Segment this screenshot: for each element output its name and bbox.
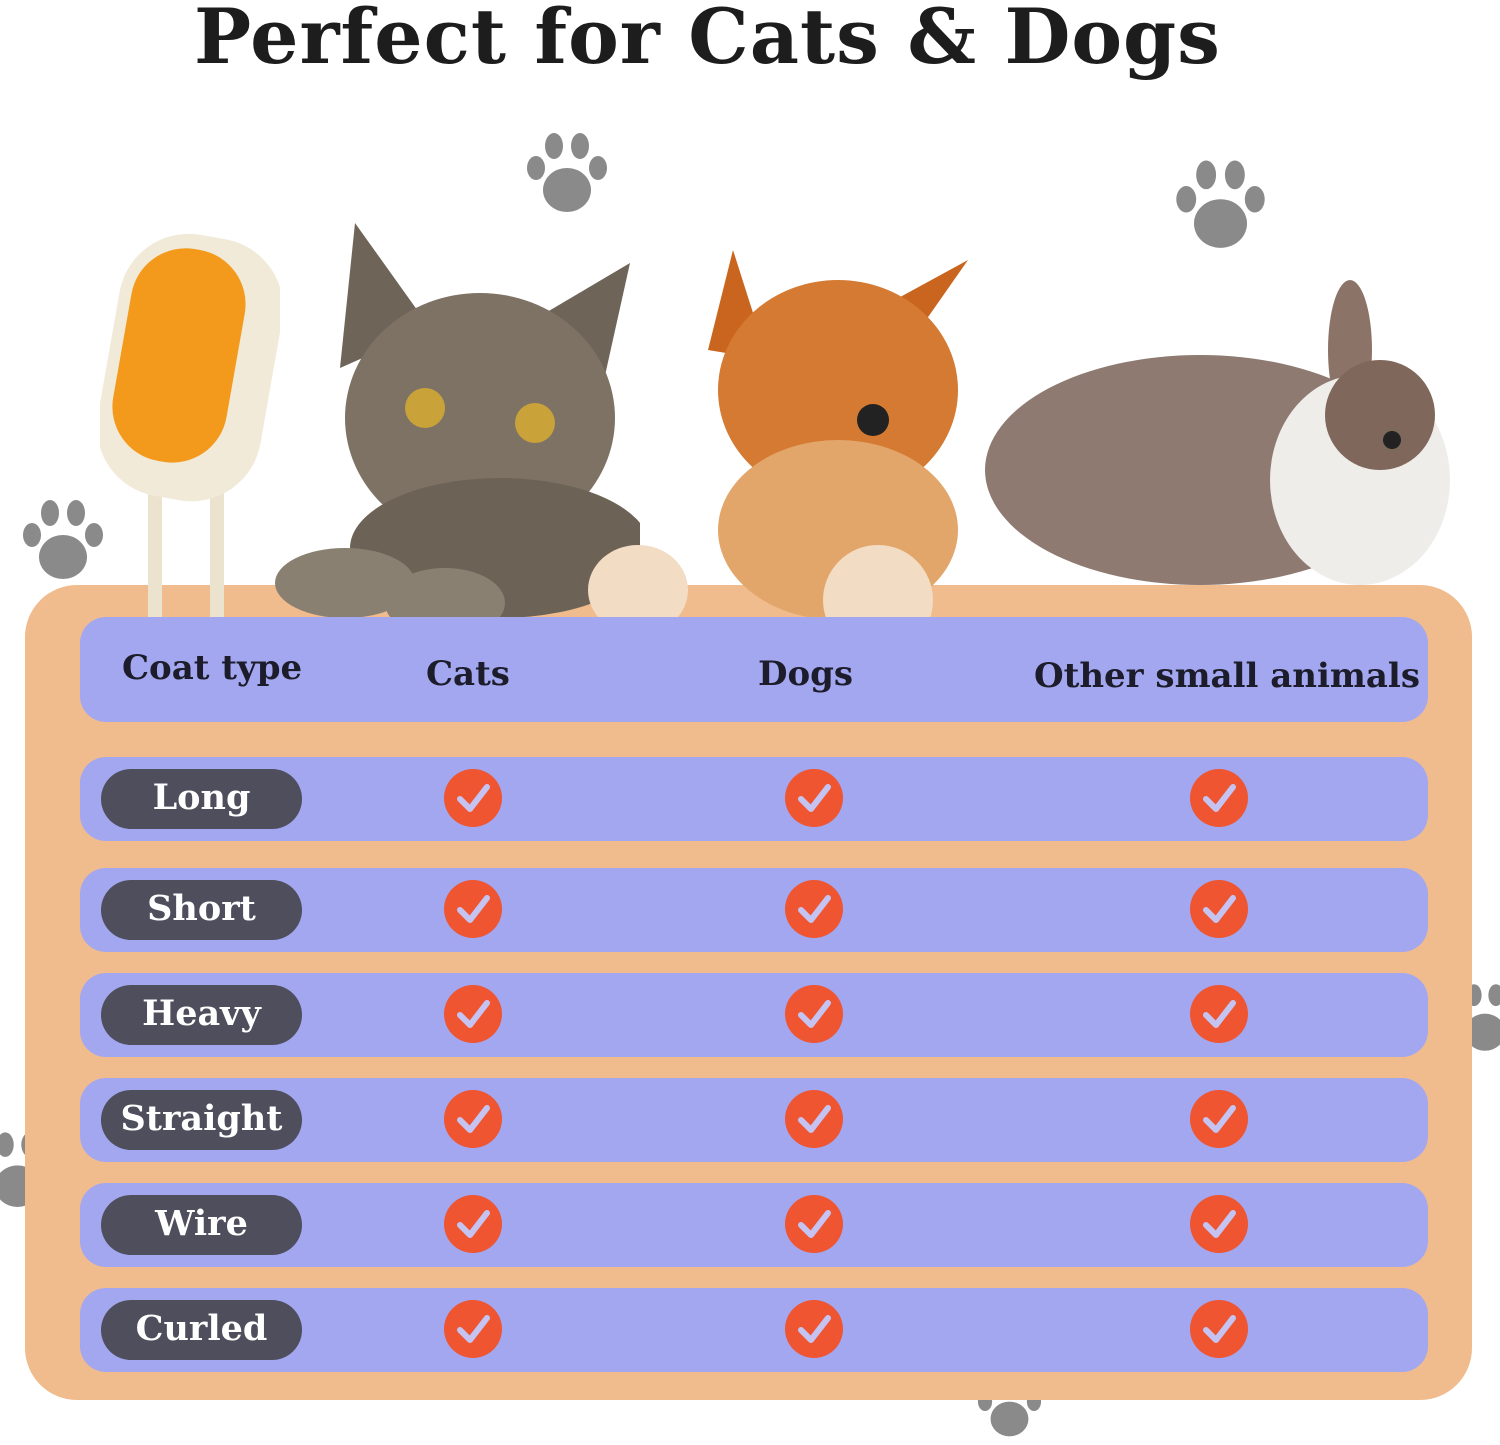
check-circle-icon bbox=[785, 1090, 843, 1148]
header-dogs: Dogs bbox=[758, 654, 854, 694]
paw-print-icon bbox=[1176, 160, 1265, 248]
coat-type-label: Heavy bbox=[101, 985, 302, 1045]
page-title: Perfect for Cats & Dogs bbox=[194, 0, 1221, 81]
check-circle-icon bbox=[444, 1195, 502, 1253]
check-circle-icon bbox=[1190, 880, 1248, 938]
header-cats: Cats bbox=[426, 654, 510, 694]
check-circle-icon bbox=[1190, 1300, 1248, 1358]
check-circle-icon bbox=[1190, 1090, 1248, 1148]
check-circle-icon bbox=[785, 880, 843, 938]
check-circle-icon bbox=[785, 985, 843, 1043]
check-circle-icon bbox=[1190, 1195, 1248, 1253]
check-circle-icon bbox=[785, 1195, 843, 1253]
check-circle-icon bbox=[444, 985, 502, 1043]
coat-type-label: Wire bbox=[101, 1195, 302, 1255]
check-circle-icon bbox=[1190, 985, 1248, 1043]
coat-type-label: Long bbox=[101, 769, 302, 829]
paw-print-icon bbox=[527, 133, 607, 212]
rabbit-image bbox=[985, 280, 1450, 585]
header-coat-type: Coat type bbox=[122, 648, 303, 688]
coat-type-label: Short bbox=[101, 880, 302, 940]
check-circle-icon bbox=[444, 1300, 502, 1358]
table-header bbox=[80, 617, 1428, 722]
check-circle-icon bbox=[444, 880, 502, 938]
cat-image bbox=[275, 223, 640, 638]
check-circle-icon bbox=[785, 769, 843, 827]
paw-print-icon bbox=[23, 500, 103, 579]
check-circle-icon bbox=[444, 769, 502, 827]
header-other-small-animals: Other small animals bbox=[1034, 656, 1420, 696]
check-circle-icon bbox=[785, 1300, 843, 1358]
coat-type-label: Straight bbox=[101, 1090, 302, 1150]
check-circle-icon bbox=[444, 1090, 502, 1148]
check-circle-icon bbox=[1190, 769, 1248, 827]
steam-brush-image bbox=[100, 233, 280, 620]
coat-type-label: Curled bbox=[101, 1300, 302, 1360]
dog-image bbox=[588, 250, 968, 655]
